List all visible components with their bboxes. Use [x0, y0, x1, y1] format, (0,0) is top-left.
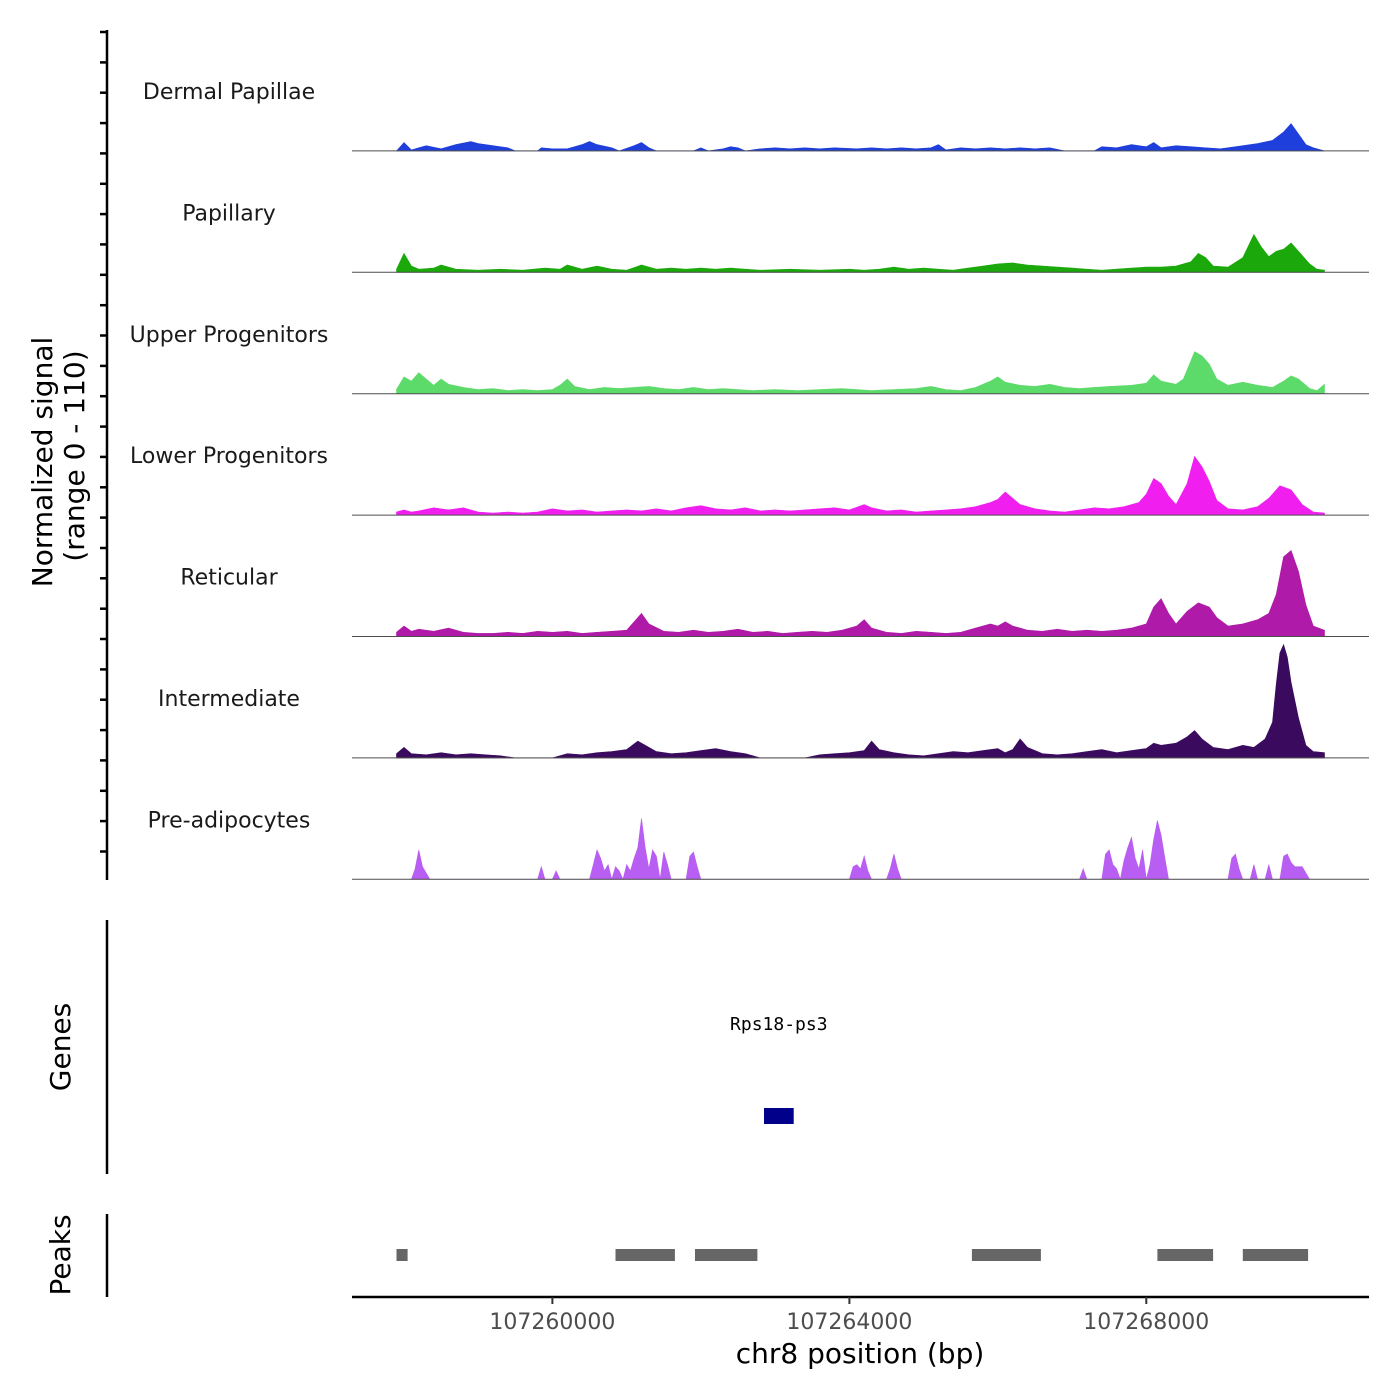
- coverage-area: [396, 549, 1325, 637]
- track-label: Pre-adipocytes: [148, 808, 311, 833]
- peak-region: [971, 1249, 1041, 1261]
- x-tick-label: 107264000: [786, 1310, 912, 1335]
- track-upper-progenitors: Upper Progenitors: [130, 323, 1369, 395]
- x-tick-label: 107268000: [1083, 1310, 1209, 1335]
- track-label: Reticular: [180, 566, 278, 591]
- track-label: Upper Progenitors: [130, 323, 329, 348]
- peak-region: [1157, 1249, 1214, 1261]
- track-reticular: Reticular: [180, 549, 1369, 637]
- coverage-area: [396, 233, 1325, 273]
- gene-body: [764, 1108, 794, 1124]
- peak-region: [396, 1249, 408, 1261]
- peak-region: [695, 1249, 758, 1261]
- coverage-area: [396, 643, 1325, 759]
- track-pre-adipocytes: Pre-adipocytes: [148, 808, 1369, 881]
- coverage-tracks: Dermal Papillae Papillary Upper Progenitor…: [130, 80, 1369, 881]
- x-axis-ticks: 107260000 107264000 107268000: [489, 1297, 1209, 1335]
- gene-label: Rps18-ps3: [730, 1014, 828, 1035]
- peak-region: [615, 1249, 675, 1261]
- x-tick-label: 107260000: [489, 1310, 615, 1335]
- coverage-area: [395, 123, 1325, 152]
- genes-axis-title: Genes: [44, 1003, 77, 1091]
- coverage-area: [396, 351, 1325, 394]
- peaks-axis-title: Peaks: [44, 1214, 77, 1295]
- y-axis-range: (range 0 - 110): [58, 350, 91, 561]
- peak-region: [1242, 1249, 1309, 1261]
- coverage-area: [396, 455, 1325, 516]
- x-axis-title: chr8 position (bp): [736, 1337, 985, 1370]
- track-label: Dermal Papillae: [143, 80, 315, 105]
- gene-track: Rps18-ps3: [730, 1014, 828, 1124]
- peaks-track: [396, 1249, 1309, 1261]
- signal-y-ticks: [100, 30, 107, 853]
- track-papillary: Papillary: [182, 201, 1369, 273]
- track-label: Papillary: [182, 201, 276, 226]
- track-label: Intermediate: [158, 687, 300, 712]
- track-label: Lower Progenitors: [130, 444, 328, 469]
- track-intermediate: Intermediate: [158, 643, 1369, 759]
- track-dermal-papillae: Dermal Papillae: [143, 80, 1369, 152]
- track-lower-progenitors: Lower Progenitors: [130, 444, 1369, 516]
- coverage-area: [410, 818, 1311, 881]
- y-axis-title: Normalized signal: [26, 337, 59, 588]
